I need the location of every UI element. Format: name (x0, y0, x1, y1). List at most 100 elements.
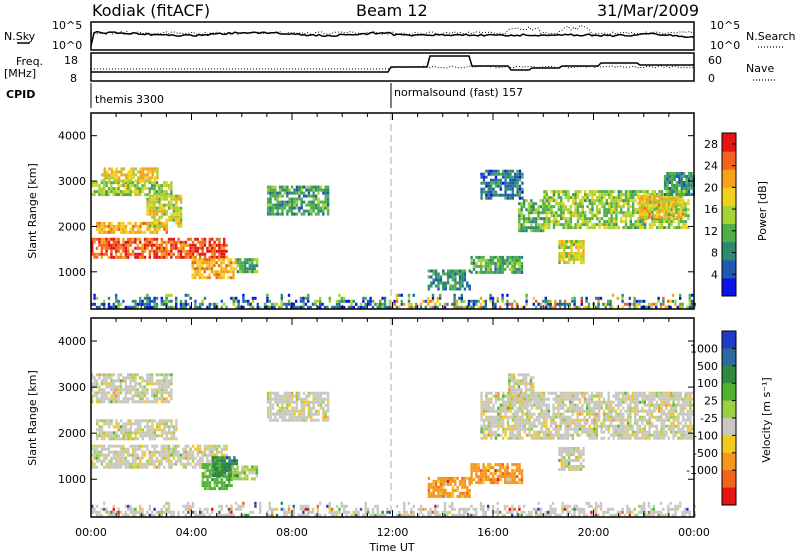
data-cell (253, 264, 256, 268)
data-cell (110, 224, 113, 228)
data-cell (504, 190, 507, 194)
data-cell (95, 184, 99, 188)
data-cell (141, 465, 144, 469)
data-cell (552, 418, 555, 422)
data-cell (170, 187, 173, 191)
data-cell (490, 196, 493, 200)
ground-scatter-cell (256, 302, 259, 306)
data-cell (153, 437, 156, 441)
data-cell (170, 434, 173, 438)
data-cell (95, 444, 99, 448)
data-cell (156, 422, 159, 426)
data-cell (492, 424, 495, 428)
data-cell (480, 193, 483, 197)
data-cell (119, 252, 123, 256)
data-cell (151, 237, 154, 241)
data-cell (482, 412, 486, 416)
data-cell (107, 450, 111, 454)
data-cell (251, 261, 254, 265)
data-cell (670, 220, 673, 224)
data-cell (480, 267, 483, 271)
data-cell (117, 237, 120, 241)
data-cell (103, 179, 106, 183)
data-cell (466, 491, 469, 495)
data-cell (110, 385, 113, 389)
data-cell (100, 428, 104, 432)
data-cell (139, 459, 142, 463)
data-cell (514, 193, 517, 197)
data-cell (139, 170, 142, 174)
data-cell (103, 170, 106, 174)
data-cell (103, 187, 106, 191)
data-cell (127, 397, 130, 401)
data-cell (117, 170, 121, 174)
data-cell (103, 173, 106, 177)
data-cell (271, 188, 275, 192)
data-cell (269, 206, 272, 210)
data-cell (151, 456, 154, 460)
data-cell (151, 394, 154, 398)
data-cell (95, 246, 99, 250)
data-cell (124, 425, 128, 429)
data-cell (241, 468, 244, 472)
data-cell (141, 388, 144, 392)
data-cell (530, 427, 534, 431)
data-cell (105, 176, 109, 180)
ground-scatter-cell (470, 305, 473, 309)
ground-scatter-cell (134, 302, 137, 306)
data-cell (552, 415, 555, 419)
data-cell (100, 425, 104, 429)
ground-scatter-cell (333, 305, 336, 309)
data-cell (110, 255, 113, 259)
data-cell (129, 397, 132, 401)
data-cell (557, 205, 560, 209)
ground-scatter-cell (508, 302, 511, 306)
data-cell (437, 494, 440, 498)
ground-scatter-cell (345, 299, 348, 303)
data-cell (288, 203, 291, 207)
ground-scatter-cell (103, 299, 106, 303)
data-cell (129, 173, 133, 177)
data-cell (93, 190, 96, 194)
data-cell (158, 193, 161, 197)
data-cell (222, 273, 226, 277)
data-cell (179, 240, 183, 244)
data-cell (134, 252, 137, 256)
data-cell (151, 221, 154, 225)
data-cell (480, 172, 483, 176)
ground-scatter-cell (271, 302, 274, 306)
data-cell (112, 397, 115, 401)
data-cell (143, 243, 147, 247)
data-cell (451, 485, 455, 489)
data-cell (105, 462, 108, 466)
data-cell (530, 397, 534, 401)
data-cell (266, 200, 270, 204)
data-cell (523, 412, 526, 416)
data-cell (124, 376, 127, 380)
ground-scatter-cell (439, 302, 442, 306)
data-cell (494, 421, 498, 425)
data-cell (177, 206, 180, 210)
data-cell (201, 453, 204, 457)
data-cell (600, 190, 604, 194)
data-cell (317, 394, 320, 398)
data-cell (105, 230, 108, 234)
data-cell (458, 482, 462, 486)
data-cell (117, 450, 120, 454)
data-cell (184, 249, 187, 253)
data-cell (514, 436, 517, 440)
data-cell (151, 434, 154, 438)
data-cell (543, 193, 546, 197)
data-cell (562, 208, 565, 212)
data-cell (127, 190, 130, 194)
data-cell (211, 444, 214, 448)
data-cell (184, 462, 187, 466)
data-cell (129, 453, 132, 457)
ground-scatter-cell (573, 302, 576, 306)
data-cell (499, 255, 502, 259)
data-cell (146, 419, 149, 423)
ground-scatter-cell (458, 296, 461, 300)
data-cell (163, 227, 166, 231)
data-cell (108, 230, 111, 234)
data-cell (605, 202, 608, 206)
